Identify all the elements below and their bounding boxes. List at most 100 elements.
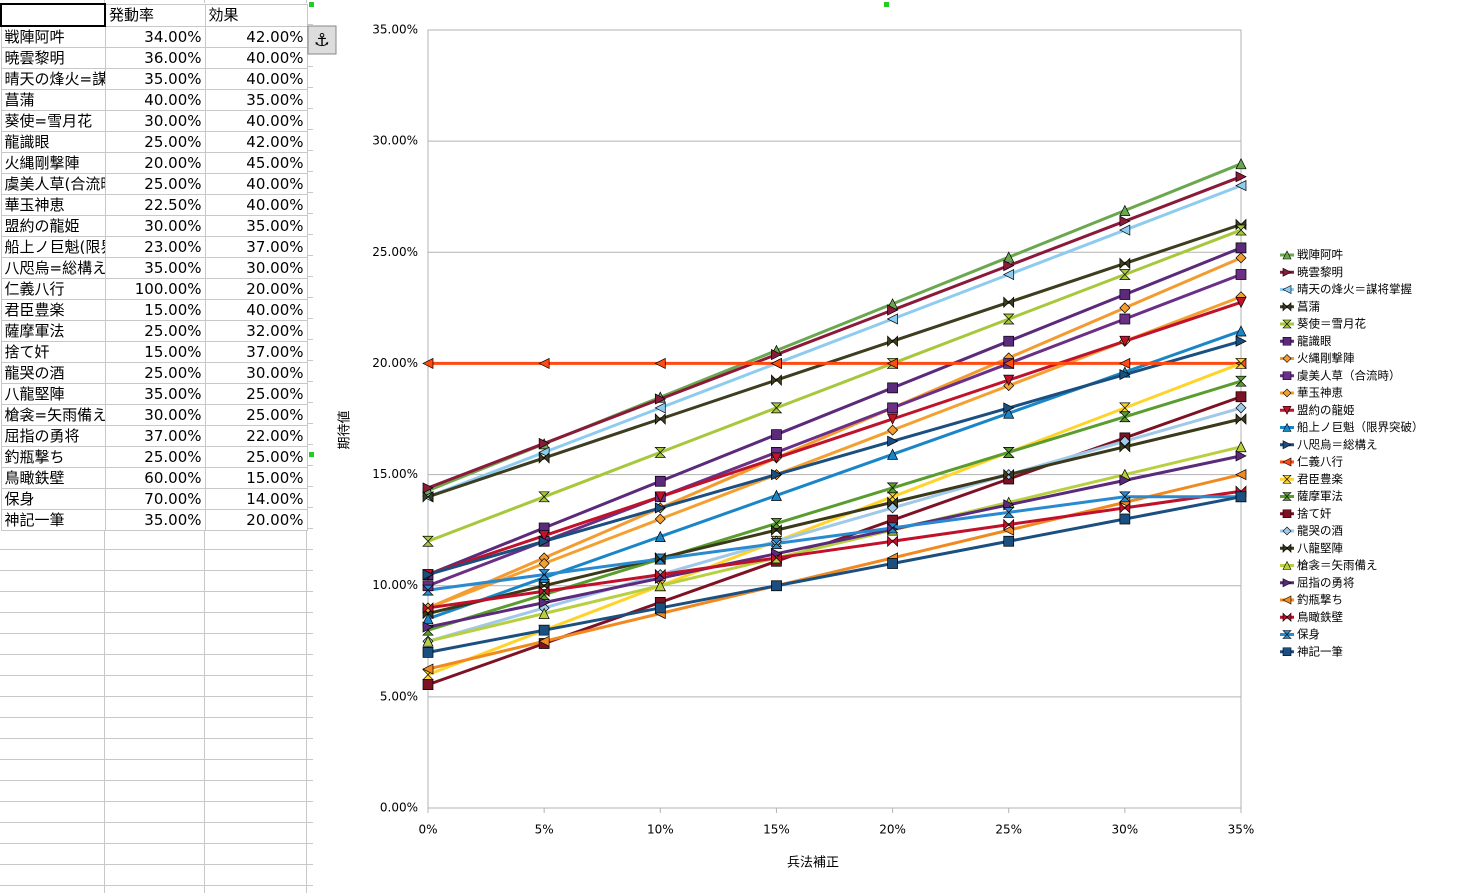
value-cell[interactable]: 37.00% [204, 341, 308, 363]
data-point [1119, 289, 1131, 300]
name-cell[interactable]: 葵使=雪月花 [0, 110, 106, 132]
data-point [887, 424, 899, 436]
value-cell[interactable]: 35.00% [104, 509, 206, 531]
data-point [886, 482, 899, 494]
value-cell[interactable]: 40.00% [204, 47, 308, 69]
table-row: 槍衾=矢雨備え 30.00% 25.00% [0, 404, 308, 426]
name-cell[interactable]: 薩摩軍法 [0, 320, 106, 342]
data-point [1119, 224, 1131, 236]
legend-marker [1282, 578, 1292, 588]
column-header[interactable]: 効果 [204, 3, 308, 27]
series-line [427, 228, 1242, 543]
name-cell[interactable]: 釣瓶撃ち [0, 446, 106, 468]
value-cell[interactable]: 35.00% [204, 89, 308, 111]
data-point [654, 475, 666, 487]
data-point [422, 602, 434, 614]
value-cell[interactable]: 25.00% [204, 446, 308, 468]
value-cell[interactable]: 42.00% [204, 25, 308, 48]
legend-label: 龍哭の酒 [1297, 524, 1343, 538]
value-cell[interactable]: 14.00% [204, 488, 308, 510]
name-cell[interactable]: 菖蒲 [0, 89, 106, 111]
name-cell[interactable]: 晴天の烽火=謀将掌握 [0, 68, 106, 90]
value-cell[interactable]: 40.00% [204, 173, 308, 195]
data-point [422, 535, 434, 547]
series-line [427, 473, 1242, 671]
name-cell[interactable]: 八龍堅陣 [0, 383, 106, 405]
value-cell[interactable]: 25.00% [204, 383, 308, 405]
value-cell[interactable]: 30.00% [104, 110, 206, 132]
data-point [1119, 435, 1131, 447]
value-cell[interactable]: 20.00% [204, 509, 308, 531]
value-cell[interactable]: 34.00% [104, 25, 206, 48]
data-point [422, 621, 434, 633]
legend-marker [1282, 319, 1292, 329]
value-cell[interactable]: 45.00% [204, 152, 308, 174]
legend-marker [1282, 560, 1292, 570]
name-cell[interactable]: 屈指の勇将 [0, 425, 106, 447]
value-cell[interactable]: 70.00% [104, 488, 206, 510]
name-cell[interactable]: 神記一筆 [0, 509, 106, 531]
y-tick-label: 5.00% [380, 689, 418, 703]
data-point [538, 452, 550, 464]
handle [309, 452, 314, 457]
name-cell[interactable]: 鳥瞰鉄壁 [0, 467, 106, 489]
value-cell[interactable]: 100.00% [104, 278, 206, 300]
table-row: 捨て奸 15.00% 37.00% [0, 341, 308, 363]
name-cell[interactable]: 盟約の龍姫 [0, 215, 106, 237]
value-cell[interactable]: 25.00% [104, 320, 206, 342]
name-cell[interactable]: 捨て奸 [0, 341, 106, 363]
data-point [422, 613, 434, 625]
name-cell[interactable]: 戦陣阿吽 [0, 25, 106, 48]
value-cell[interactable]: 20.00% [104, 152, 206, 174]
x-tick-label: 15% [763, 823, 790, 837]
data-point [538, 557, 550, 569]
selected-cell[interactable] [0, 3, 106, 27]
value-cell[interactable]: 40.00% [104, 89, 206, 111]
value-cell[interactable]: 35.00% [204, 215, 308, 237]
value-cell[interactable]: 35.00% [104, 68, 206, 90]
legend-marker [1282, 354, 1292, 363]
value-cell[interactable]: 20.00% [204, 278, 308, 300]
data-point [422, 663, 434, 675]
name-cell[interactable]: 船上ノ巨魁(限界突破) [0, 236, 106, 258]
data-point [1235, 441, 1247, 453]
table-row: 八龍堅陣 35.00% 25.00% [0, 383, 308, 405]
value-cell[interactable]: 35.00% [104, 257, 206, 279]
data-point [770, 538, 783, 549]
sheet-grid: 発動率 効果 戦陣阿吽 34.00% 42.00% 暁雲黎明 36.00% 40.00% 晴… [0, 0, 313, 893]
name-cell[interactable]: 仁義八行 [0, 278, 106, 300]
data-point [654, 446, 667, 458]
value-cell[interactable]: 42.00% [204, 131, 308, 153]
legend-marker [1282, 440, 1292, 450]
table-row: 船上ノ巨魁(限界突破)23.00%37.00% [0, 236, 308, 258]
data-point [1003, 518, 1015, 531]
legend-marker [1282, 509, 1292, 519]
plot-area [427, 29, 1242, 809]
data-point [654, 357, 666, 369]
value-cell[interactable]: 30.00% [104, 215, 206, 237]
legend-label: 龍識眼 [1297, 334, 1332, 348]
data-point [1235, 158, 1247, 170]
data-point [538, 530, 550, 542]
value-cell[interactable]: 25.00% [204, 404, 308, 426]
data-point [1002, 357, 1015, 369]
value-cell[interactable]: 15.00% [104, 341, 206, 363]
series-line [427, 256, 1242, 610]
anchor-icon[interactable] [307, 25, 337, 55]
value-cell[interactable]: 30.00% [104, 404, 206, 426]
name-cell[interactable]: 暁雲黎明 [0, 47, 106, 69]
data-point [1119, 313, 1131, 325]
data-point [654, 579, 666, 592]
data-point [770, 452, 782, 464]
value-cell[interactable]: 15.00% [204, 467, 308, 489]
value-cell[interactable]: 40.00% [204, 68, 308, 90]
value-cell[interactable]: 35.00% [104, 383, 206, 405]
data-point [1235, 252, 1247, 264]
value-cell[interactable]: 40.00% [204, 299, 308, 321]
value-cell[interactable]: 25.00% [104, 362, 206, 384]
legend-marker [1282, 371, 1292, 381]
value-cell[interactable]: 15.00% [104, 299, 206, 321]
column-header[interactable]: 発動率 [104, 3, 206, 27]
handle [884, 2, 889, 7]
